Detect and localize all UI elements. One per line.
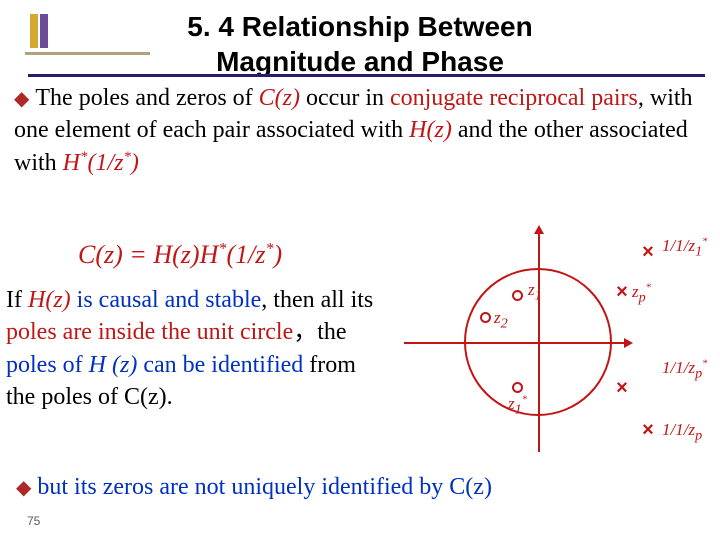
paragraph-2: If H(z) is causal and stable, then all i… xyxy=(6,284,376,414)
accent-purple xyxy=(40,14,48,48)
title-line2: Magnitude and Phase xyxy=(216,46,504,77)
math-hz-italic: H (z) xyxy=(89,352,138,378)
page-number: 75 xyxy=(27,514,40,528)
math-hz-1: H(z) xyxy=(409,117,452,143)
accent-gold xyxy=(30,14,38,48)
p1-conj: conjugate reciprocal pairs xyxy=(390,85,638,111)
zero-z1-star xyxy=(512,382,523,393)
label-1-over-z1-star: 1/1/z1* xyxy=(662,236,707,260)
title-midline xyxy=(25,52,150,55)
p1-b: occur in xyxy=(306,85,390,111)
p2-b: is causal and stable xyxy=(77,287,262,313)
p2-c: , then all its xyxy=(261,287,373,313)
zero-z2 xyxy=(480,312,491,323)
math-hz-2: H(z) xyxy=(28,287,71,313)
label-1-over-zp: 1/1/zp xyxy=(662,420,702,444)
pole-1-over-zp: × xyxy=(640,422,656,438)
pole-zp: × xyxy=(614,380,630,396)
paragraph-1: ◆ The poles and zeros of C(z) occur in co… xyxy=(14,82,714,179)
label-1-over-zp-star: 1/1/zp* xyxy=(662,358,707,382)
p3-text: but its zeros are not uniquely identifie… xyxy=(37,474,492,500)
title-line1: 5. 4 Relationship Between xyxy=(187,11,532,42)
header-accent xyxy=(30,14,70,48)
title-underline xyxy=(28,74,705,77)
section-title: 5. 4 Relationship Between Magnitude and … xyxy=(0,0,720,79)
label-zp-star: zp* xyxy=(632,282,651,306)
p2-a: If xyxy=(6,287,28,313)
bullet-diamond-icon-2: ◆ xyxy=(16,477,31,499)
math-cz-1: C(z) xyxy=(259,85,300,111)
label-z1-star: z1* xyxy=(508,394,527,418)
pole-zp-star: × xyxy=(614,284,630,300)
math-hstar: H*(1/z*) xyxy=(63,150,139,176)
pole-zero-diagram: z1 z2 z1* × zp* × 1/1/z1* × × 1/1/zp 1/1… xyxy=(404,232,704,462)
p2-poles: poles are inside the unit circle xyxy=(6,319,293,345)
equation-cz: C(z) = H(z)H*(1/z*) xyxy=(78,240,282,270)
zero-z1 xyxy=(512,290,523,301)
p1-a: The poles and zeros of xyxy=(35,85,258,111)
bullet-diamond-icon: ◆ xyxy=(14,88,29,110)
label-z1: z1 xyxy=(528,280,542,304)
p2-d: ，the xyxy=(293,319,346,345)
label-z2: z2 xyxy=(494,308,508,332)
pole-1-over-z1-star: × xyxy=(640,244,656,260)
paragraph-3: ◆ but its zeros are not uniquely identifi… xyxy=(16,472,716,503)
p2-e: poles of H (z) can be identified xyxy=(6,352,303,378)
